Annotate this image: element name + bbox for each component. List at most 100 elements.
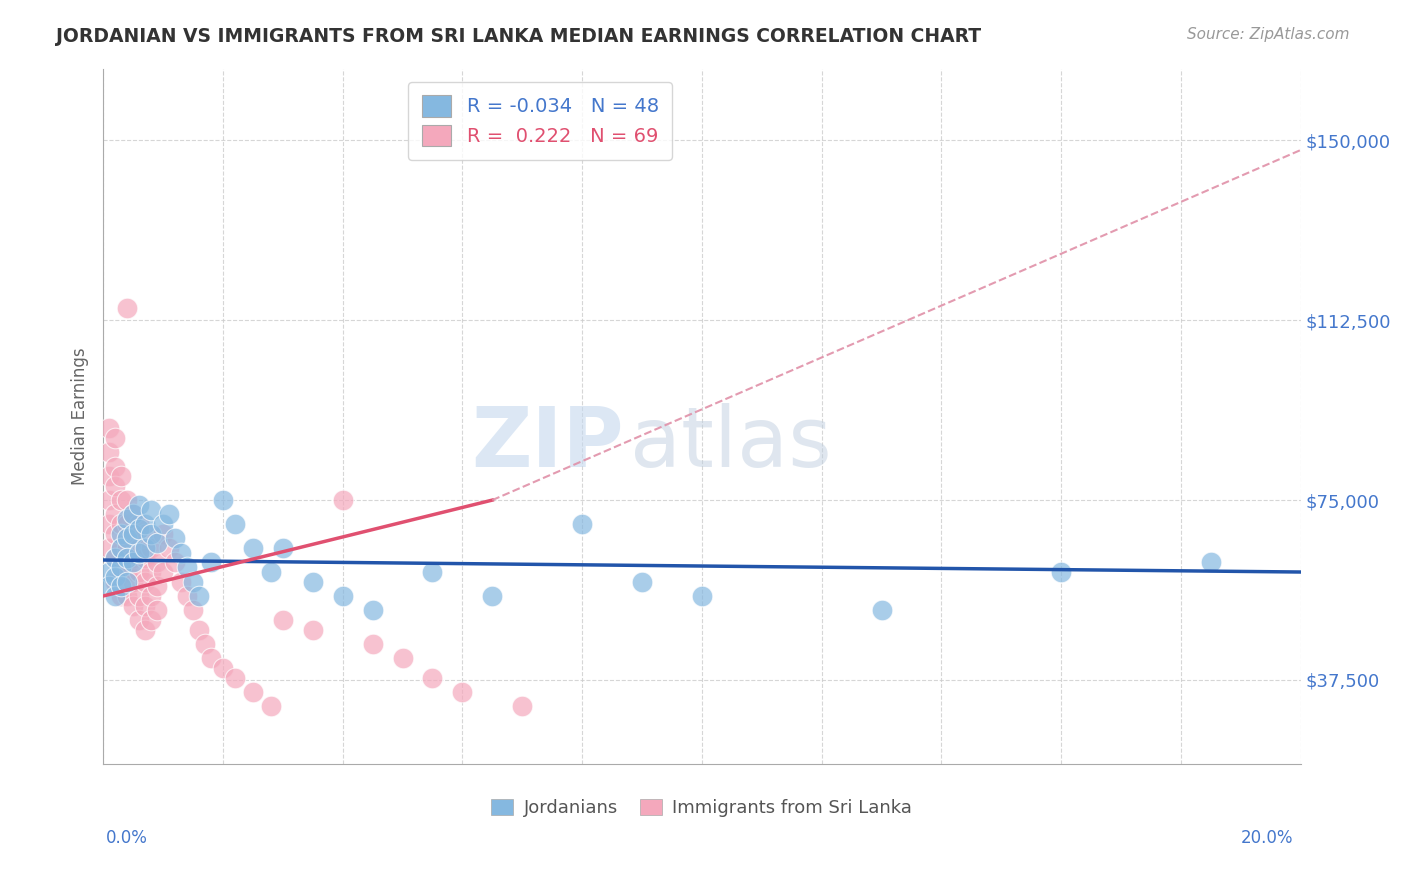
Point [104,550,127,565]
Point [194,637,217,651]
Point [134,623,156,637]
Point [104,589,127,603]
Point [122,599,145,613]
Point [176,560,198,574]
Point [104,574,127,589]
Point [139,565,162,579]
Point [122,508,145,522]
Point [128,541,150,555]
Text: 0.0%: 0.0% [105,829,148,847]
Point [146,536,169,550]
Point [260,699,283,714]
Point [361,637,384,651]
Text: Source: ZipAtlas.com: Source: ZipAtlas.com [1187,27,1350,42]
Point [115,565,138,579]
Point [260,565,283,579]
Point [134,574,156,589]
Point [224,517,246,532]
Point [163,532,186,546]
Point [1199,556,1222,570]
Point [115,512,138,526]
Point [104,508,127,522]
Point [146,579,169,593]
Point [110,565,132,579]
Point [110,469,132,483]
Point [128,589,150,603]
Point [139,526,162,541]
Point [152,526,174,541]
Point [122,508,145,522]
Text: atlas: atlas [630,403,832,484]
Point [128,613,150,627]
Point [242,685,264,699]
Point [139,613,162,627]
Point [104,459,127,474]
Point [98,517,121,532]
Point [1050,565,1073,579]
Point [152,565,174,579]
Legend: Jordanians, Immigrants from Sri Lanka: Jordanians, Immigrants from Sri Lanka [484,791,920,824]
Point [451,685,474,699]
Point [115,532,138,546]
Point [122,556,145,570]
Point [152,517,174,532]
Point [170,546,193,560]
Point [122,526,145,541]
Point [122,574,145,589]
Point [134,526,156,541]
Point [139,589,162,603]
Point [212,493,235,508]
Point [170,574,193,589]
Point [391,651,413,665]
Point [98,421,121,435]
Text: 20.0%: 20.0% [1241,829,1294,847]
Point [146,603,169,617]
Point [128,565,150,579]
Point [187,589,209,603]
Point [115,517,138,532]
Point [115,550,138,565]
Point [176,589,198,603]
Text: ZIP: ZIP [471,403,624,484]
Point [98,493,121,508]
Point [181,603,204,617]
Point [200,556,222,570]
Point [187,623,209,637]
Point [571,517,593,532]
Point [122,550,145,565]
Point [122,526,145,541]
Point [128,498,150,512]
Point [271,613,294,627]
Point [98,565,121,579]
Point [110,526,132,541]
Point [157,508,180,522]
Point [200,651,222,665]
Point [139,541,162,555]
Point [242,541,264,555]
Point [224,671,246,685]
Point [181,574,204,589]
Point [139,502,162,516]
Point [128,546,150,560]
Point [104,570,127,584]
Point [301,623,323,637]
Point [212,661,235,675]
Point [115,574,138,589]
Point [110,589,132,603]
Point [146,556,169,570]
Point [98,541,121,555]
Point [110,541,132,555]
Point [115,541,138,555]
Point [134,599,156,613]
Point [134,550,156,565]
Point [271,541,294,555]
Point [115,589,138,603]
Text: JORDANIAN VS IMMIGRANTS FROM SRI LANKA MEDIAN EARNINGS CORRELATION CHART: JORDANIAN VS IMMIGRANTS FROM SRI LANKA M… [56,27,981,45]
Y-axis label: Median Earnings: Median Earnings [72,347,89,485]
Point [301,574,323,589]
Point [422,671,444,685]
Point [115,301,138,316]
Point [128,522,150,536]
Point [104,479,127,493]
Point [690,589,713,603]
